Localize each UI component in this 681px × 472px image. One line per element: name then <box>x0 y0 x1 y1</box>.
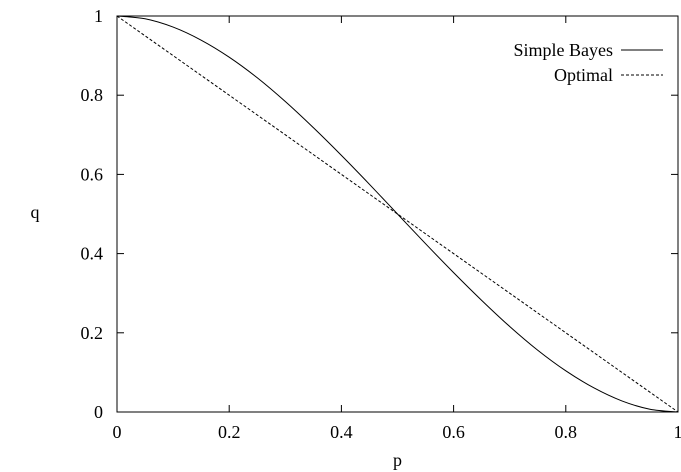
x-axis-label: p <box>393 450 402 470</box>
series-line-optimal <box>116 15 679 413</box>
y-tick-label: 0.6 <box>81 164 104 184</box>
legend: Simple Bayes Optimal <box>514 40 663 85</box>
plot-frame <box>116 15 679 413</box>
x-tick-label: 0.8 <box>555 422 578 442</box>
y-tick-label: 0 <box>94 402 103 422</box>
series-line-simple-bayes <box>116 15 679 413</box>
x-tick-label: 1 <box>674 422 681 442</box>
legend-label: Simple Bayes <box>514 40 614 60</box>
y-tick-label: 1 <box>94 6 103 26</box>
legend-label: Optimal <box>554 65 613 85</box>
y-tick-label: 0.4 <box>81 244 104 264</box>
y-axis-label: q <box>31 202 40 222</box>
x-tick-label: 0.4 <box>330 422 353 442</box>
y-tick-label: 0.8 <box>81 85 104 105</box>
x-tick-label: 0.2 <box>218 422 241 442</box>
x-tick-label: 0.6 <box>442 422 465 442</box>
y-tick-label: 0.2 <box>81 323 104 343</box>
ticks: 0 0.2 0.4 0.6 0.8 1 0 0.2 0.4 0.6 0.8 1 <box>81 6 681 442</box>
axes <box>116 15 679 413</box>
series-lines <box>116 15 679 413</box>
x-tick-label: 0 <box>113 422 122 442</box>
